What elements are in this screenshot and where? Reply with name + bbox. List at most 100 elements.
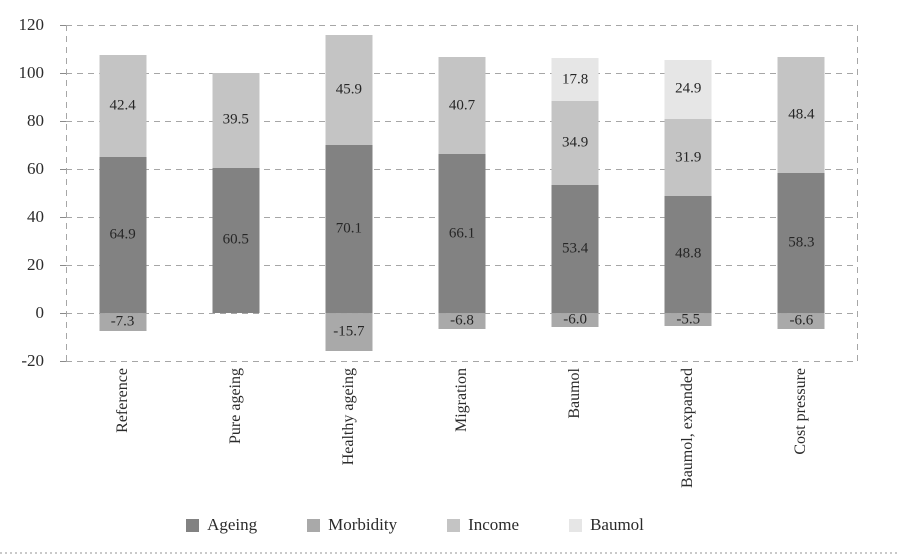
y-axis-label: 120 [18, 15, 45, 34]
bar-value-label: -6.6 [789, 312, 814, 329]
bar-value-label: 48.4 [788, 106, 815, 123]
bar-value-label: 53.4 [562, 240, 589, 257]
x-axis-label: Baumol [566, 368, 584, 419]
bar-segment-ageing: 66.1 [438, 154, 486, 313]
legend-swatch-icon [569, 518, 583, 532]
bar-segment-ageing: 48.8 [664, 195, 712, 313]
chart-legend: Ageing Morbidity Income Baumol [0, 515, 830, 535]
bar-value-label: 34.9 [562, 134, 589, 151]
legend-label: Income [468, 515, 520, 534]
bar-value-label: -6.0 [563, 311, 587, 328]
y-axis-tick [60, 361, 66, 362]
y-axis-tick [60, 25, 66, 26]
legend-item: Income [447, 515, 519, 535]
bar-segment-ageing: 60.5 [212, 167, 260, 313]
x-axis-label-slot: Baumol [519, 368, 632, 513]
bar-slot: 60.5 39.5 [179, 25, 292, 361]
x-axis-label: Reference [113, 368, 131, 433]
bar-value-label: -6.8 [450, 312, 474, 329]
bar-segment-morbidity: -6.0 [551, 311, 599, 328]
bar-segment-income: 40.7 [438, 56, 486, 155]
bar-value-label: 31.9 [675, 149, 702, 166]
bar-value-label: 24.9 [675, 80, 702, 97]
bar-slot: 64.9 -7.3 42.4 [66, 25, 179, 361]
y-axis-tick-labels: 120 100 80 60 40 20 0 -20 [0, 15, 45, 370]
legend-item: Baumol [569, 515, 644, 535]
bar-segment-morbidity: -5.5 [664, 311, 712, 328]
bars-container: 64.9 -7.3 42.4 60.5 39.5 70.1 -15.7 45.9 66.1 -6.… [66, 25, 858, 361]
bar-value-label: 48.8 [675, 245, 702, 262]
bar-value-label: -5.5 [676, 311, 701, 328]
y-axis-label: 100 [18, 63, 45, 82]
bar-value-label: 17.8 [562, 71, 589, 88]
x-axis-category-labels: Reference Pure ageing Healthy ageing Migrat… [66, 368, 858, 513]
bar-value-label: 66.1 [448, 225, 476, 242]
legend-label: Ageing [207, 515, 258, 534]
bar-slot: 58.3 -6.6 48.4 [745, 25, 858, 361]
x-axis-label-slot: Baumol, expanded [632, 368, 745, 513]
plot-border-left [66, 25, 67, 361]
legend-swatch-icon [307, 518, 321, 532]
x-axis-label: Migration [452, 368, 470, 432]
legend-item: Morbidity [307, 515, 397, 535]
bar-segment-income: 45.9 [325, 34, 373, 145]
grid-line [66, 25, 858, 26]
bar-value-label: 58.3 [788, 234, 815, 251]
y-axis-label: 20 [27, 255, 44, 274]
bar-segment-income: 42.4 [99, 55, 147, 158]
bar-segment-morbidity: -15.7 [325, 313, 373, 351]
bar-segment-ageing: 53.4 [551, 184, 599, 313]
x-axis-label-slot: Pure ageing [179, 368, 292, 513]
bar-segment-baumol: 17.8 [551, 58, 599, 102]
bar-segment-morbidity: -6.6 [777, 312, 825, 329]
bar-value-label: 64.9 [109, 226, 136, 243]
x-axis-label: Baumol, expanded [679, 368, 697, 488]
bar-segment-ageing: 58.3 [777, 173, 825, 313]
bar-value-label: 40.7 [448, 97, 476, 113]
plot-border-right [857, 25, 858, 361]
bar-segment-morbidity: -6.8 [438, 312, 486, 330]
bar-value-label: 39.5 [222, 111, 249, 128]
bar-value-label: -7.3 [110, 313, 135, 330]
y-axis-label: -20 [21, 351, 44, 370]
bar-value-label: 70.1 [335, 220, 362, 237]
legend-swatch-icon [447, 518, 461, 532]
y-axis-tick [60, 121, 66, 122]
bar-segment-income: 31.9 [664, 119, 712, 196]
bar-slot: 53.4 -6.0 34.9 17.8 [519, 25, 632, 361]
bar-value-label: 45.9 [335, 81, 362, 98]
y-axis-tick [60, 73, 66, 74]
x-axis-label: Cost pressure [792, 368, 810, 455]
y-axis-tick [60, 217, 66, 218]
bar-value-label: 60.5 [222, 231, 249, 248]
legend-label: Baumol [590, 515, 644, 534]
bar-segment-income: 34.9 [551, 101, 599, 185]
bar-segment-baumol: 24.9 [664, 59, 712, 120]
legend-label: Morbidity [328, 515, 398, 534]
bar-segment-ageing: 64.9 [99, 157, 147, 313]
x-axis-label-slot: Migration [405, 368, 518, 513]
bar-slot: 48.8 -5.5 31.9 24.9 [632, 25, 745, 361]
bar-segment-ageing: 70.1 [325, 144, 373, 313]
y-axis-label: 40 [27, 207, 44, 226]
bar-slot: 66.1 -6.8 40.7 [405, 25, 518, 361]
zero-baseline [66, 313, 858, 314]
bar-value-label: -15.7 [333, 323, 365, 340]
bar-segment-morbidity: -7.3 [99, 313, 147, 331]
bar-segment-income: 39.5 [212, 73, 260, 168]
bar-segment-income: 48.4 [777, 56, 825, 174]
x-axis-label-slot: Healthy ageing [292, 368, 405, 513]
y-axis-tick [60, 313, 66, 314]
legend-item: Ageing [186, 515, 257, 535]
bottom-dotted-rule [0, 552, 900, 554]
y-axis-label: 60 [27, 159, 44, 178]
x-axis-label-slot: Reference [66, 368, 179, 513]
x-axis-label-slot: Cost pressure [745, 368, 858, 513]
y-axis-tick [60, 169, 66, 170]
legend-swatch-icon [186, 518, 200, 532]
bar-value-label: 42.4 [109, 97, 136, 114]
plot-area: 64.9 -7.3 42.4 60.5 39.5 70.1 -15.7 45.9 66.1 -6.… [60, 25, 858, 362]
bar-slot: 70.1 -15.7 45.9 [292, 25, 405, 361]
grid-line [66, 361, 858, 362]
